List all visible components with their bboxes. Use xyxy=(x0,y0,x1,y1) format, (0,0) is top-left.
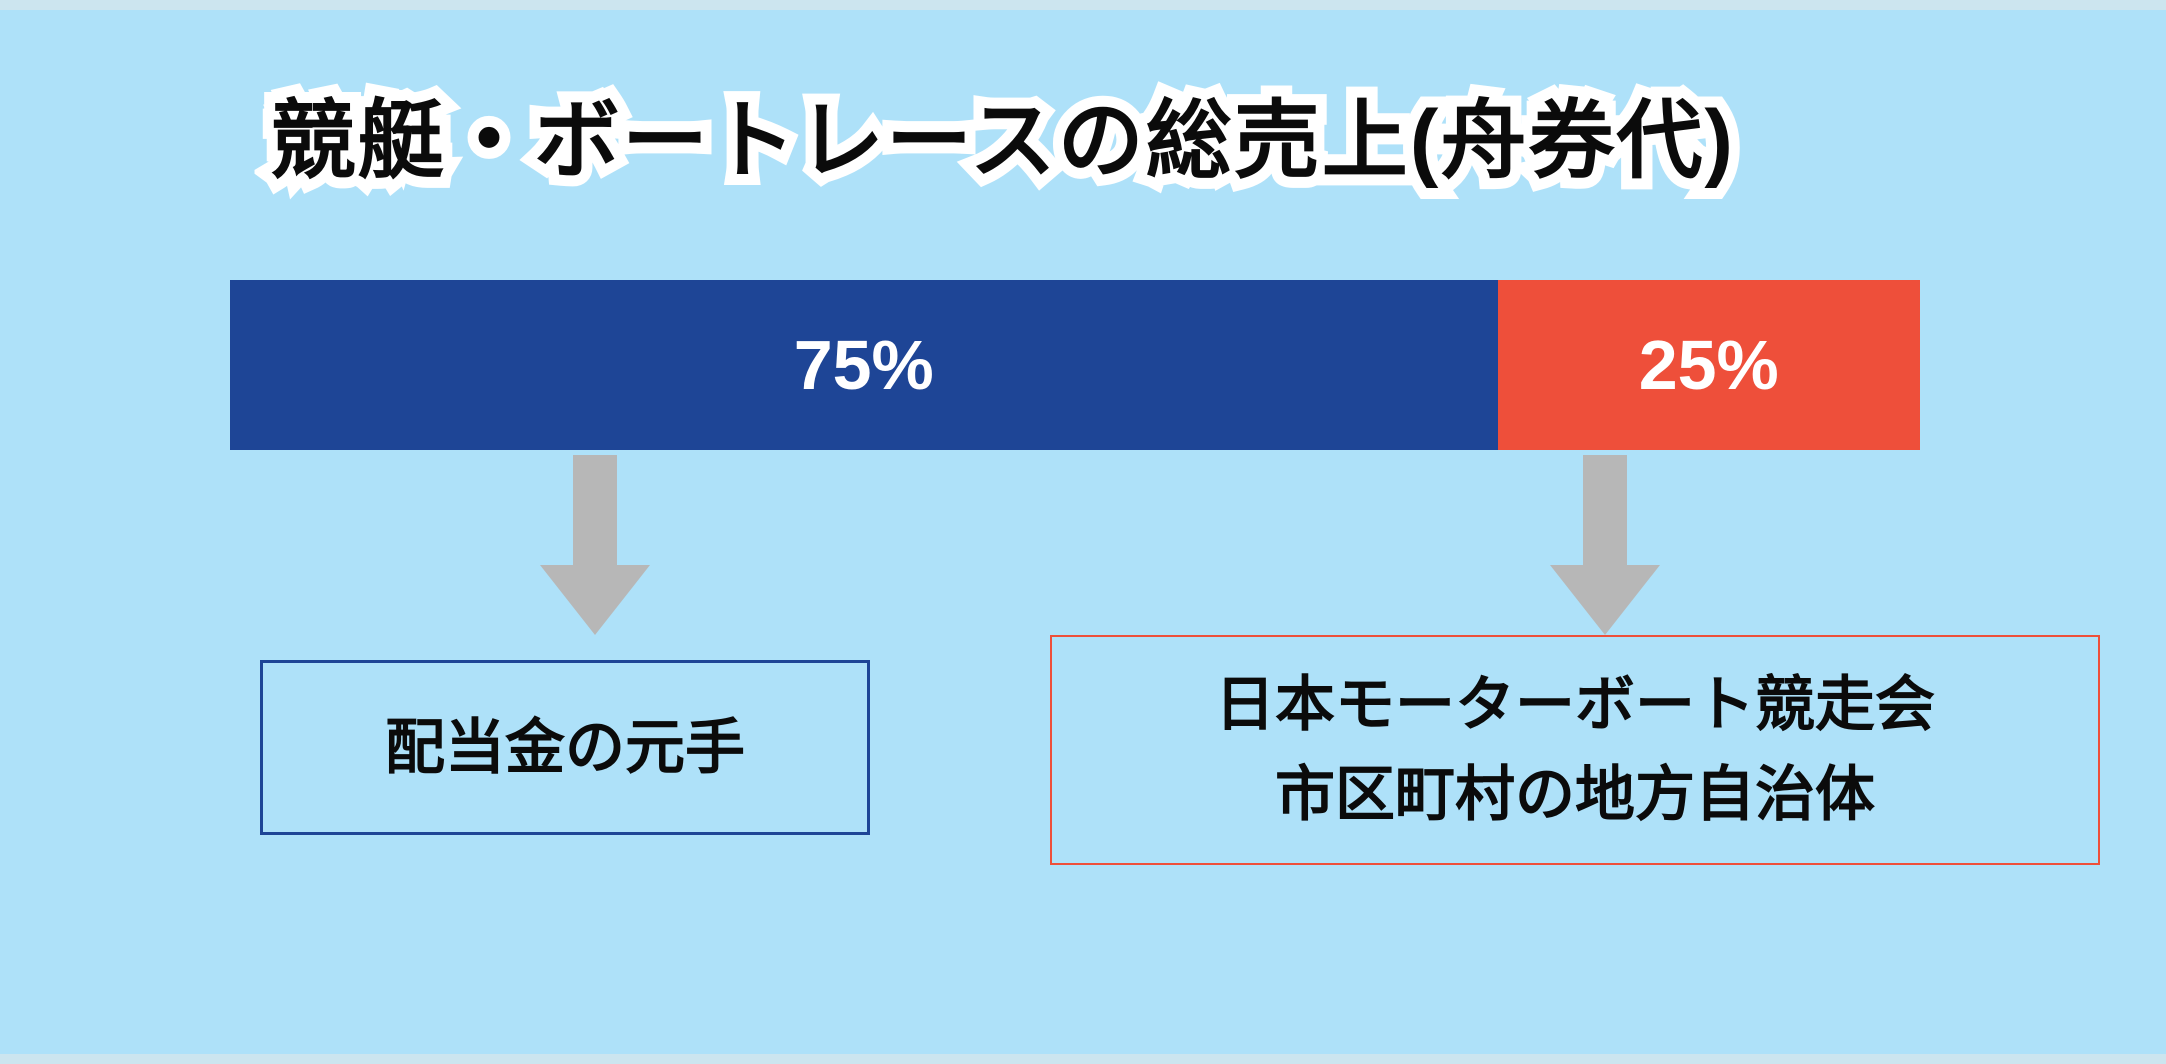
stacked-bar: 75% 25% xyxy=(230,280,1920,450)
destination-box-1: 日本モーターボート競走会市区町村の地方自治体 xyxy=(1050,635,2100,865)
destination-box-line: 配当金の元手 xyxy=(385,703,745,793)
destination-box-0: 配当金の元手 xyxy=(260,660,870,835)
bar-segment-label: 25% xyxy=(1639,325,1779,405)
infographic-canvas: 競艇・ボートレースの総売上(舟券代)競艇・ボートレースの総売上(舟券代) 75%… xyxy=(0,0,2166,1064)
bar-segment-0: 75% xyxy=(230,280,1498,450)
bar-segment-1: 25% xyxy=(1498,280,1921,450)
destination-box-line: 日本モーターボート競走会 xyxy=(1215,660,1935,750)
destination-box-line: 市区町村の地方自治体 xyxy=(1275,750,1875,840)
down-arrow-icon xyxy=(540,455,650,635)
down-arrow-icon xyxy=(1550,455,1660,635)
bar-segment-label: 75% xyxy=(794,325,934,405)
chart-title: 競艇・ボートレースの総売上(舟券代)競艇・ボートレースの総売上(舟券代) xyxy=(270,70,1735,195)
